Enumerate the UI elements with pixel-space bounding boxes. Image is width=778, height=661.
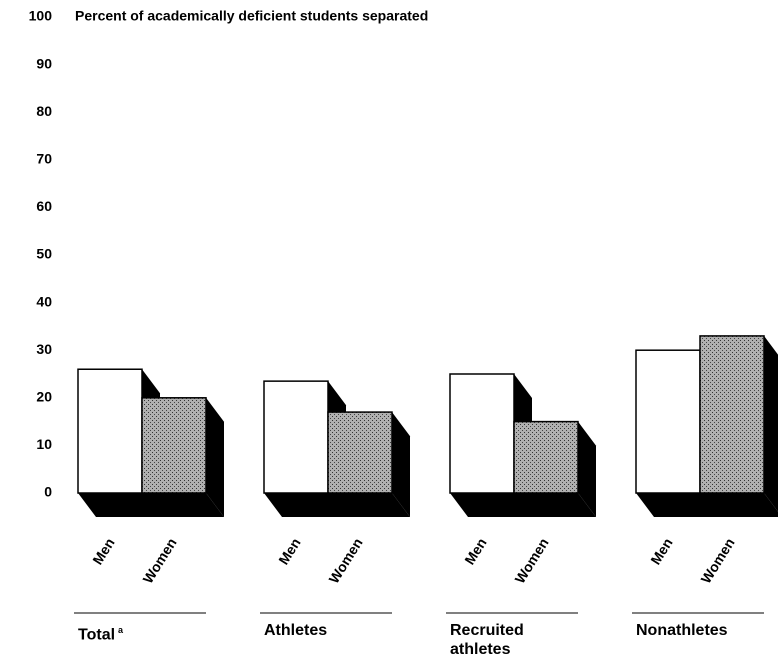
category-text: Recruited athletes [450, 622, 524, 658]
y-tick-label: 30 [36, 341, 52, 357]
bar-side [392, 412, 410, 517]
series-label: Women [511, 535, 551, 586]
bar [77, 368, 143, 494]
category-label: Total a [78, 621, 198, 644]
y-tick-label: 100 [29, 8, 53, 24]
bar-floor-shadow [636, 493, 778, 517]
y-tick-label: 40 [36, 293, 52, 309]
category-label: Athletes [264, 621, 384, 640]
category-label: Recruited athletes [450, 621, 570, 659]
bar-side [578, 421, 596, 517]
footnote-marker: a [118, 625, 124, 635]
chart-title: Percent of academically deficient studen… [75, 8, 428, 24]
series-label: Women [325, 535, 365, 586]
bar [513, 420, 579, 494]
bar-side [206, 397, 224, 517]
series-label: Women [139, 535, 179, 586]
bar [699, 335, 765, 494]
bar [635, 349, 701, 494]
bar [327, 411, 393, 494]
y-tick-label: 70 [36, 151, 52, 167]
y-tick-label: 80 [36, 103, 52, 119]
y-tick-label: 50 [36, 246, 52, 262]
category-text: Total [78, 626, 116, 644]
bar-side [764, 335, 778, 512]
y-tick-label: 20 [36, 389, 52, 405]
y-tick-label: 10 [36, 436, 52, 452]
category-text: Nonathletes [636, 622, 728, 639]
series-label: Men [461, 535, 489, 567]
bar [141, 397, 207, 494]
y-tick-label: 90 [36, 55, 52, 71]
y-tick-label: 0 [44, 484, 52, 500]
series-label: Women [697, 535, 737, 586]
series-label: Men [275, 535, 303, 567]
bar [263, 380, 329, 494]
category-text: Athletes [264, 622, 328, 639]
bar [449, 373, 515, 494]
y-tick-label: 60 [36, 198, 52, 214]
category-label: Nonathletes [636, 621, 756, 640]
series-label: Men [647, 535, 675, 567]
series-label: Men [89, 535, 117, 567]
